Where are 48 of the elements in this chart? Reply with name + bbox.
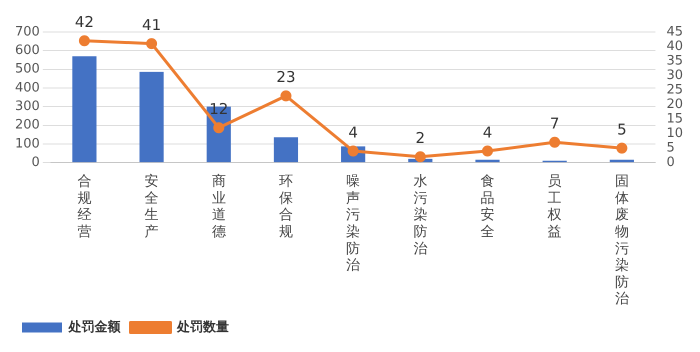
x-tick-label: 员工权益	[546, 174, 562, 240]
y2-tick-label: 35	[666, 53, 684, 68]
x-tick-label: 食品安全	[480, 174, 494, 240]
data-label: 7	[550, 114, 560, 133]
x-tick-label: 安全生产	[144, 174, 159, 240]
y2-tick-label: 20	[666, 96, 684, 112]
y-tick-label: 0	[32, 154, 40, 170]
y2-tick-label: 30	[666, 68, 684, 83]
y2-tick-label: 0	[666, 154, 675, 170]
x-tick-label: 合规经营	[77, 174, 92, 240]
point	[549, 136, 560, 148]
bar	[72, 56, 96, 162]
y2-tick-label: 5	[666, 140, 675, 156]
data-label: 4	[348, 123, 358, 142]
x-tick-label: 固体废物污染防治	[614, 174, 629, 308]
x-tick-label: 环保合规	[278, 174, 293, 240]
data-label: 5	[617, 120, 627, 138]
legend-label: 处罚数量	[176, 320, 229, 335]
x-tick-label: 水污染防治	[413, 174, 428, 257]
point	[616, 142, 628, 154]
y-tick-label: 500	[14, 62, 40, 77]
point	[146, 38, 158, 50]
y2-tick-label: 15	[666, 111, 684, 126]
bar	[139, 72, 164, 162]
y-tick-label: 700	[14, 24, 40, 40]
y-tick-label: 200	[14, 118, 40, 133]
bar	[274, 137, 298, 162]
y2-tick-label: 10	[666, 126, 684, 141]
y2-tick-label: 45	[666, 24, 684, 40]
point	[482, 145, 493, 156]
y2-tick-label: 25	[666, 82, 684, 98]
data-label: 2	[416, 129, 426, 148]
x-tick-label: 噪声污染防治	[346, 174, 360, 274]
legend-label: 处罚金额	[68, 318, 122, 335]
y-tick-label: 300	[14, 99, 40, 114]
y-tick-label: 100	[14, 136, 40, 152]
point	[280, 90, 292, 102]
data-label: 23	[276, 68, 296, 86]
point	[78, 35, 90, 46]
point	[414, 151, 426, 162]
data-label: 4	[482, 123, 492, 142]
y-tick-label: 600	[14, 43, 40, 58]
data-label: 42	[74, 13, 94, 32]
x-tick-label: 商业道德	[212, 174, 226, 240]
y2-tick-label: 40	[666, 38, 684, 54]
point	[213, 122, 224, 134]
y-tick-label: 400	[14, 80, 40, 96]
data-label: 41	[142, 16, 162, 34]
